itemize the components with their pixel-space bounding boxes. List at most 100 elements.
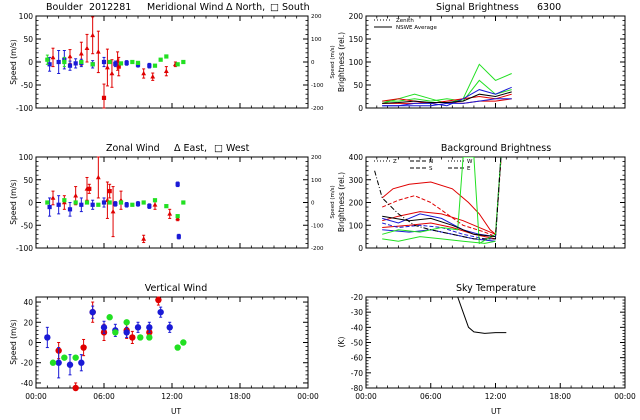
sky-xtick-label: 12:00 [485,392,507,401]
meridional-point-North [109,70,115,76]
meridional-point-green [79,59,84,65]
zonal-point-blue [113,201,118,206]
background-ytick-label: 300 [349,176,364,185]
vertical-xtick-label: 18:00 [229,392,251,401]
meridional-point-green [62,59,67,65]
meridional-point-green [118,61,124,66]
zonal-title: Zonal Wind Δ East, □ West [106,143,250,154]
zonal-ytick-label-right: 0 [311,201,315,207]
signal-title-name: Signal Brightness [436,2,519,13]
zonal-point-blue [56,202,61,207]
sky-title: Sky Temperature [456,283,536,294]
meridional-point-North [50,54,56,60]
meridional-right-ylabel: Speed (m/s) [330,45,336,78]
zonal-point-blue [101,200,107,205]
sky-xtick-label: 00:00 [355,392,377,401]
background-ytick-label: 0 [358,244,363,253]
background-ytick-label: 400 [349,153,364,162]
background-series-red-1 [382,161,502,238]
sky-xlabel: UT [491,407,501,416]
vertical-plot: -40 -20 0 20 40 00:00 06:00 12:00 18:00 00:00 [21,296,319,401]
zonal-ytick-label: 50 [23,176,33,185]
meridional-title-south: □ South [270,2,310,13]
zonal-point-East [110,209,116,214]
sky-plot: -80 -70 -60 -50 -40 -30 -20 00:00 06:00 12:00 18:0… [351,293,636,401]
meridional-point-blue [147,63,152,68]
zonal-title-name: Zonal Wind [106,143,160,154]
zonal-point-blue [176,234,181,239]
meridional-point-North [84,45,90,50]
vertical-title: Vertical Wind [145,283,207,294]
meridional-point-blue [113,61,118,66]
vertical-point-blue [44,334,51,341]
zonal-point-West [87,186,92,191]
sky-series-black-0 [457,297,507,334]
vertical-point-blue [146,324,153,331]
meridional-point-blue [73,61,78,66]
zonal-ylabel: Speed (m/s) [9,179,18,225]
vertical-xtick-label: 00:00 [25,392,47,401]
meridional-point-blue [101,59,107,65]
background-plot: 0 100 200 300 400 [349,153,626,253]
vertical-point-blue [157,308,164,316]
meridional-point-South [101,95,107,100]
vertical-point-blue [89,308,96,316]
meridional-title-name: Meridional Wind [147,2,223,13]
zonal-ytick-label: -100 [16,244,33,253]
signal-series-red-2 [382,93,512,104]
background-series-black-9 [374,157,502,240]
meridional-ytick-label-right: 200 [311,14,322,20]
meridional-point-North [150,74,156,79]
meridional-point-North [67,53,73,59]
sky-xtick-label: 00:00 [614,392,636,401]
background-series-red-2 [382,211,496,235]
zonal-plot: -100 -200 -50 -100 0 0 50 100 100 200 [16,153,324,253]
signal-legend: Zenith NSWE Average [374,18,437,31]
meridional-point-green [90,62,95,67]
signal-series-black-6 [382,91,512,104]
meridional-ytick-label: 50 [23,35,33,44]
vertical-ytick-label: -40 [21,379,33,388]
vertical-point-red [80,344,87,351]
zonal-point-green [45,200,50,205]
vertical-point-green [180,339,187,346]
background-legend-w: W [467,159,473,165]
signal-series-blue-4 [382,86,512,107]
vertical-point-green [72,354,79,361]
vertical-point-blue [166,324,173,331]
zonal-title-west: □ West [214,143,250,154]
meridional-point-North [90,32,96,38]
meridional-point-green [130,59,135,65]
vertical-point-red [155,296,162,304]
zonal-point-green [141,200,146,205]
meridional-point-green [181,59,186,65]
zonal-point-East [152,202,158,207]
meridional-point-green [158,57,163,62]
meridional-ytick-label-right: -200 [311,106,324,112]
meridional-point-green [107,59,112,65]
zonal-point-green [118,200,124,205]
zonal-ytick-label: -50 [21,221,33,230]
background-series-green-8 [382,236,496,244]
zonal-ytick-label-right: 200 [311,155,322,161]
vertical-ytick-label: 0 [28,339,33,348]
meridional-point-North [105,64,110,70]
meridional-point-North [95,49,101,54]
zonal-point-East [141,236,147,241]
zonal-point-green [96,202,101,207]
meridional-ytick-label: 100 [19,12,34,21]
meridional-point-North [78,51,84,56]
signal-series-green-1 [382,79,512,102]
zonal-point-blue [47,204,52,210]
zonal-point-blue [147,204,152,209]
meridional-ytick-label: -50 [21,81,33,90]
zonal-point-East [50,195,56,200]
meridional-point-green [164,54,169,59]
zonal-title-east: Δ East, [174,143,207,154]
zonal-point-blue [79,202,84,207]
vertical-point-green [174,344,181,351]
zonal-point-green [73,200,78,205]
sky-xtick-label: 18:00 [549,392,571,401]
signal-title: Signal Brightness 6300 [436,2,561,13]
zonal-point-blue [175,182,180,187]
